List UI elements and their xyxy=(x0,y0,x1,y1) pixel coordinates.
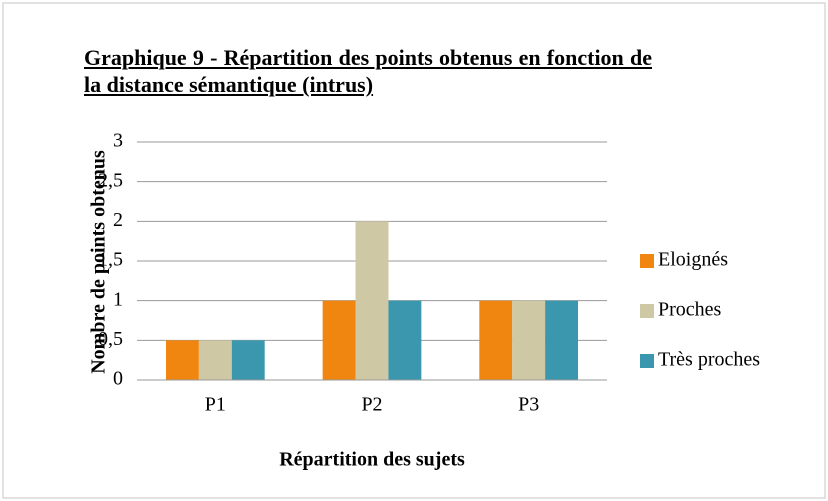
y-tick-label: 0,5 xyxy=(98,328,123,350)
bar xyxy=(479,300,513,380)
bar xyxy=(322,300,356,380)
legend-label: Eloignés xyxy=(658,249,728,271)
bar xyxy=(165,340,199,380)
y-tick-label: 2 xyxy=(113,209,123,231)
bar xyxy=(545,300,579,380)
legend-label: Très proches xyxy=(658,349,760,371)
x-tick-label: P3 xyxy=(518,394,539,416)
legend-label: Proches xyxy=(658,299,722,321)
bar xyxy=(231,340,265,380)
legend-swatch xyxy=(640,354,654,368)
y-tick-label: 1,5 xyxy=(98,249,123,271)
y-tick-label: 0 xyxy=(113,368,123,390)
x-axis-label: Répartition des sujets xyxy=(279,449,465,471)
chart-title: Graphique 9 - Répartition des points obt… xyxy=(84,45,652,97)
bar xyxy=(512,300,546,380)
y-tick-label: 2,5 xyxy=(98,169,123,191)
y-tick-label: 1 xyxy=(113,288,123,310)
bar xyxy=(388,300,422,380)
y-tick-label: 3 xyxy=(113,130,123,152)
y-axis-label: Nombre de points obtenus xyxy=(88,150,110,374)
x-tick-label: P1 xyxy=(205,394,226,416)
legend-swatch xyxy=(640,304,654,318)
bar xyxy=(198,340,232,380)
legend-swatch xyxy=(640,254,654,268)
bar xyxy=(355,221,389,380)
x-tick-label: P2 xyxy=(361,394,382,416)
